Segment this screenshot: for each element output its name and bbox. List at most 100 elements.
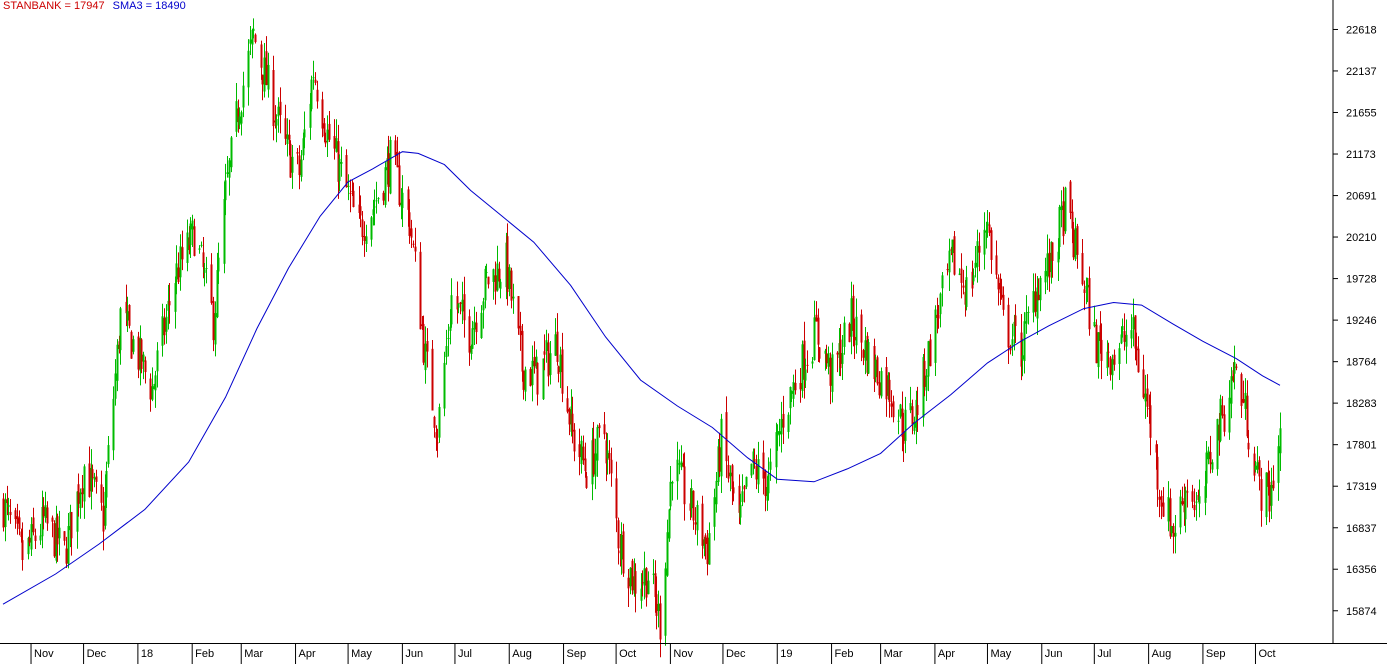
candle <box>1097 332 1100 379</box>
candle <box>261 74 264 101</box>
candle <box>1211 459 1214 473</box>
candle <box>997 274 1000 306</box>
candle <box>1244 378 1247 420</box>
candle <box>1007 297 1010 364</box>
candle <box>226 156 229 178</box>
candle <box>1160 490 1163 520</box>
candle <box>267 52 270 98</box>
candle <box>174 276 177 329</box>
candle <box>1137 336 1140 373</box>
candle <box>951 239 954 263</box>
candle <box>536 362 539 406</box>
candle <box>713 488 716 541</box>
candle <box>492 268 495 300</box>
candle <box>1014 304 1017 343</box>
candle <box>727 455 730 483</box>
candle <box>237 99 240 133</box>
y-tick-label: 16356 <box>1346 564 1377 576</box>
candle <box>1051 242 1054 278</box>
candle <box>473 306 476 346</box>
candle <box>6 485 9 516</box>
candle <box>640 573 643 609</box>
candle <box>1162 487 1165 518</box>
candle <box>1072 222 1075 261</box>
x-tick-label: Nov <box>34 648 54 660</box>
candle <box>323 118 326 143</box>
candle <box>93 472 96 488</box>
candle <box>1186 479 1189 508</box>
candle <box>902 412 905 462</box>
candle <box>1074 217 1077 262</box>
candle <box>154 370 157 408</box>
candle <box>130 330 133 359</box>
candle <box>1011 323 1014 356</box>
candle <box>1125 319 1128 364</box>
candle <box>230 136 233 173</box>
candle <box>706 529 709 576</box>
candle <box>1242 380 1245 404</box>
candle <box>137 331 140 379</box>
y-tick-label: 18764 <box>1346 357 1377 369</box>
candle <box>1046 234 1049 290</box>
candle <box>843 316 846 355</box>
candle <box>867 339 870 375</box>
candle <box>592 421 595 477</box>
candle <box>1135 332 1138 366</box>
candle <box>1254 461 1257 473</box>
candle <box>217 242 220 285</box>
candle <box>988 212 991 237</box>
candle <box>580 435 583 474</box>
x-axis: Nov Dec 18 Feb Mar Apr May Jun Jul Aug Sep Oct Nov De… <box>30 643 1276 664</box>
candle <box>456 281 459 324</box>
candle <box>119 306 122 365</box>
candle <box>21 522 24 571</box>
candle <box>531 345 534 402</box>
candle <box>438 403 441 443</box>
candle <box>1086 277 1089 303</box>
candle <box>571 396 574 444</box>
candle <box>1044 257 1047 295</box>
candle <box>554 318 557 356</box>
candle <box>782 395 785 445</box>
candle <box>892 395 895 423</box>
candle <box>426 328 429 368</box>
candle <box>447 323 450 357</box>
candle <box>1107 342 1110 367</box>
candle <box>333 119 336 160</box>
candle <box>161 303 164 357</box>
candle <box>732 481 735 502</box>
candle <box>300 150 303 182</box>
candle <box>7 497 10 521</box>
candle <box>193 218 196 257</box>
candle <box>471 320 474 350</box>
candle <box>475 311 478 345</box>
candle <box>18 510 21 536</box>
candle <box>676 441 679 500</box>
candle <box>1279 412 1282 472</box>
candle <box>962 269 965 295</box>
candle <box>864 327 867 375</box>
candle <box>666 519 669 577</box>
candle <box>631 558 634 595</box>
candle <box>102 487 105 551</box>
y-tick-label: 17319 <box>1346 481 1377 493</box>
candle <box>291 144 294 189</box>
candle <box>95 469 98 494</box>
candle <box>65 536 68 569</box>
candle <box>522 370 525 400</box>
candle <box>852 284 855 347</box>
candle <box>825 344 828 369</box>
candle <box>620 522 623 575</box>
candle <box>58 510 61 556</box>
candle <box>890 390 893 418</box>
candle <box>978 232 981 272</box>
candle <box>655 576 658 630</box>
candle <box>482 297 485 329</box>
candle <box>1027 306 1030 325</box>
candle <box>806 350 809 373</box>
candle <box>1172 523 1175 554</box>
candle <box>1123 313 1126 351</box>
candle <box>841 335 844 380</box>
candle <box>715 472 718 513</box>
x-tick-label: Aug <box>1152 648 1172 660</box>
